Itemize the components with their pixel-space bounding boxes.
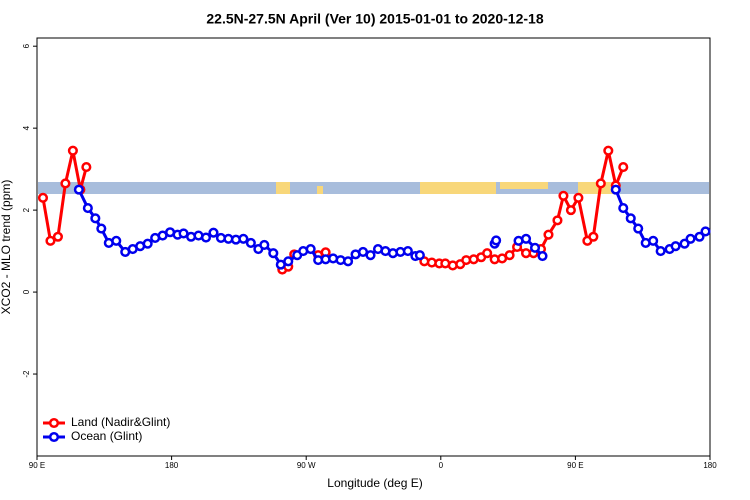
- plot-frame: [36, 37, 711, 457]
- legend-marker: [48, 417, 60, 429]
- data-point: [52, 231, 63, 242]
- data-point: [603, 145, 614, 156]
- data-point: [670, 241, 681, 252]
- x-tick-label: 0: [439, 461, 444, 470]
- data-point: [558, 190, 569, 201]
- data-point: [45, 235, 56, 246]
- data-point: [82, 203, 93, 214]
- data-point: [142, 238, 153, 249]
- data-point: [305, 243, 316, 255]
- data-point: [268, 248, 279, 259]
- data-point: [414, 250, 425, 261]
- data-point: [245, 237, 256, 248]
- y-tick-label: 2: [22, 207, 31, 212]
- data-point: [573, 192, 584, 203]
- data-point: [625, 213, 636, 224]
- data-point: [111, 235, 122, 246]
- map-land: [420, 182, 496, 194]
- map-land: [500, 182, 548, 189]
- data-point: [685, 233, 696, 244]
- data-point: [552, 215, 563, 226]
- data-point: [283, 256, 294, 267]
- legend-label: Ocean (Glint): [71, 429, 142, 443]
- data-point: [96, 223, 107, 234]
- x-tick-label: 90 W: [297, 461, 316, 470]
- data-point: [67, 145, 78, 156]
- data-point: [618, 203, 629, 214]
- data-point: [90, 213, 101, 224]
- x-tick-label: 90 E: [29, 461, 45, 470]
- data-point: [238, 233, 249, 244]
- y-tick-label: 6: [22, 43, 31, 48]
- map-land: [317, 186, 323, 194]
- y-tick-label: 0: [22, 289, 31, 294]
- data-point: [700, 226, 711, 237]
- data-point: [618, 162, 629, 173]
- data-point: [504, 250, 515, 261]
- legend-label: Land (Nadir&Glint): [71, 415, 170, 429]
- data-point: [81, 162, 92, 173]
- data-point: [73, 184, 84, 195]
- legend-marker: [48, 431, 60, 443]
- data-point: [520, 233, 532, 244]
- data-point: [648, 235, 659, 246]
- data-point: [200, 232, 212, 243]
- data-point: [595, 178, 606, 189]
- data-point: [491, 235, 502, 246]
- data-point: [259, 239, 270, 251]
- data-point: [633, 223, 644, 234]
- data-point: [565, 205, 576, 216]
- data-point: [543, 229, 554, 240]
- data-point: [365, 250, 376, 261]
- y-tick-label: -2: [22, 370, 31, 378]
- y-axis-label: XCO2 - MLO trend (ppm): [0, 180, 13, 315]
- map-strip: [38, 182, 709, 194]
- x-tick-label: 90 E: [567, 461, 583, 470]
- data-point: [655, 246, 666, 257]
- map-land: [276, 182, 290, 194]
- data-point: [694, 231, 705, 242]
- data-point: [37, 192, 49, 203]
- x-tick-label: 180: [165, 461, 179, 470]
- data-point: [588, 231, 599, 242]
- data-point: [402, 246, 413, 257]
- x-tick-label: 180: [703, 461, 717, 470]
- chart-title: 22.5N-27.5N April (Ver 10) 2015-01-01 to…: [206, 11, 543, 27]
- data-point: [343, 256, 354, 267]
- data-point: [60, 178, 71, 189]
- data-point: [482, 248, 493, 259]
- data-point: [529, 242, 541, 253]
- data-point: [208, 227, 219, 238]
- data-point: [537, 250, 548, 262]
- data-point: [679, 238, 690, 249]
- x-axis-label: Longitude (deg E): [327, 476, 422, 490]
- data-point: [610, 184, 621, 195]
- y-tick-label: 4: [22, 125, 31, 130]
